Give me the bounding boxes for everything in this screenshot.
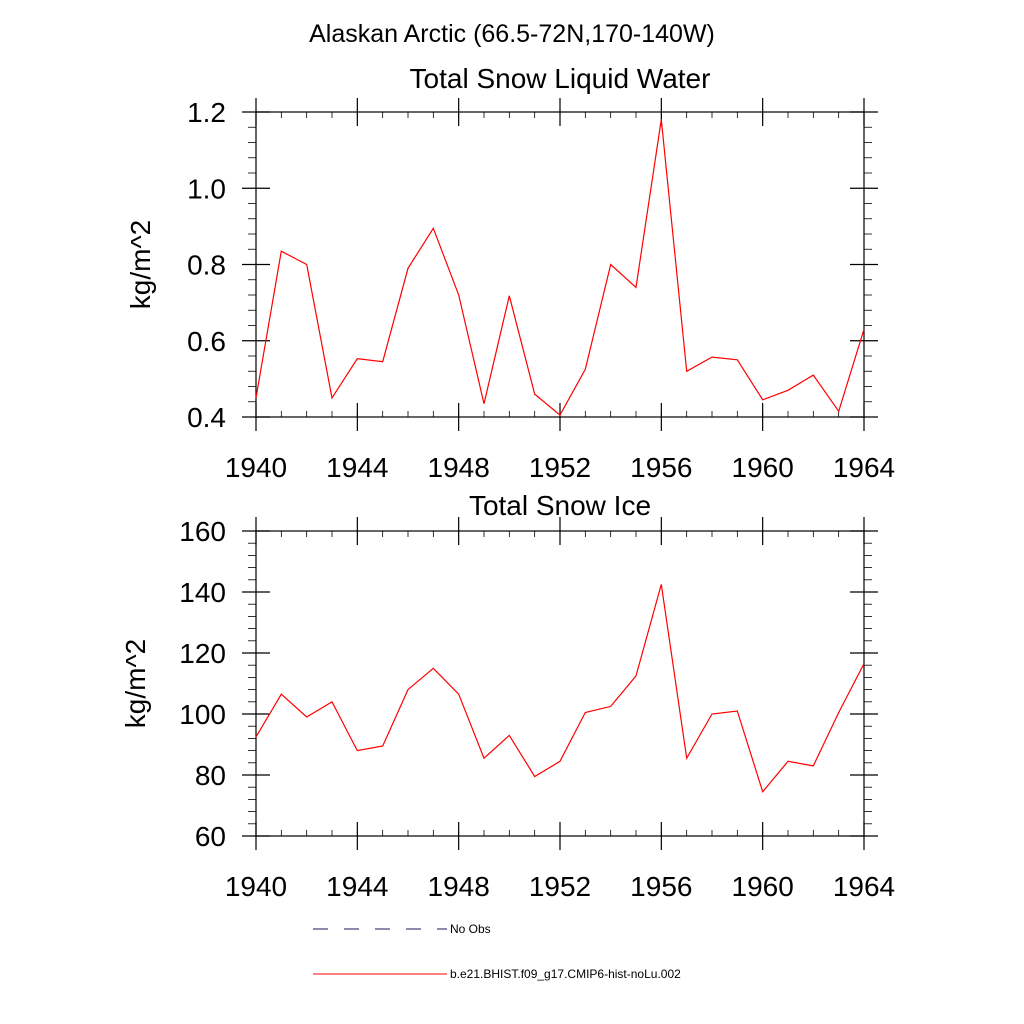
x-tick-label: 1952 [529,452,591,483]
y-tick-label: 60 [195,821,226,852]
x-tick-label: 1964 [833,452,895,483]
y-tick-label: 140 [179,577,226,608]
legend-label: b.e21.BHIST.f09_g17.CMIP6-hist-noLu.002 [450,967,681,981]
legend: No Obs b.e21.BHIST.f09_g17.CMIP6-hist-noL… [313,922,681,981]
x-tick-label: 1964 [833,871,895,902]
y-tick-label: 0.8 [187,250,226,281]
x-tick-label: 1944 [326,871,388,902]
plot-frame [255,111,865,418]
series-line [255,584,865,794]
chart-panel-2: Total Snow Ice kg/m^2 1940 1944 1948 1952 1956… [120,490,895,902]
x-tick-label: 1940 [225,871,287,902]
y-tick-label: 0.6 [187,326,226,357]
x-tick-label: 1960 [732,871,794,902]
y-tick-label: 0.4 [187,402,226,433]
x-tick-label: 1956 [630,871,692,902]
y-tick-label: 120 [179,638,226,669]
x-tick-label: 1940 [225,452,287,483]
chart-title: Total Snow Ice [469,490,651,521]
y-tick-label: 1.0 [187,173,226,204]
series-line [255,119,865,417]
x-tick-label: 1960 [732,452,794,483]
x-tick-label: 1948 [428,452,490,483]
y-tick-label: 160 [179,516,226,547]
figure-suptitle: Alaskan Arctic (66.5-72N,170-140W) [309,20,715,48]
y-tick-label: 100 [179,699,226,730]
chart-panels: Total Snow Liquid Water kg/m^2 1940 1944 194… [120,63,895,902]
y-axis-label: kg/m^2 [125,220,156,309]
y-tick-label: 80 [195,760,226,791]
y-tick-label: 1.2 [187,97,226,128]
plot-frame [255,530,865,837]
x-tick-label: 1948 [428,871,490,902]
legend-label: No Obs [450,922,491,936]
y-axis-label: kg/m^2 [120,639,151,728]
x-tick-label: 1944 [326,452,388,483]
x-tick-label: 1956 [630,452,692,483]
chart-title: Total Snow Liquid Water [410,63,711,94]
x-tick-label: 1952 [529,871,591,902]
chart-panel-1: Total Snow Liquid Water kg/m^2 1940 1944 194… [125,63,895,483]
